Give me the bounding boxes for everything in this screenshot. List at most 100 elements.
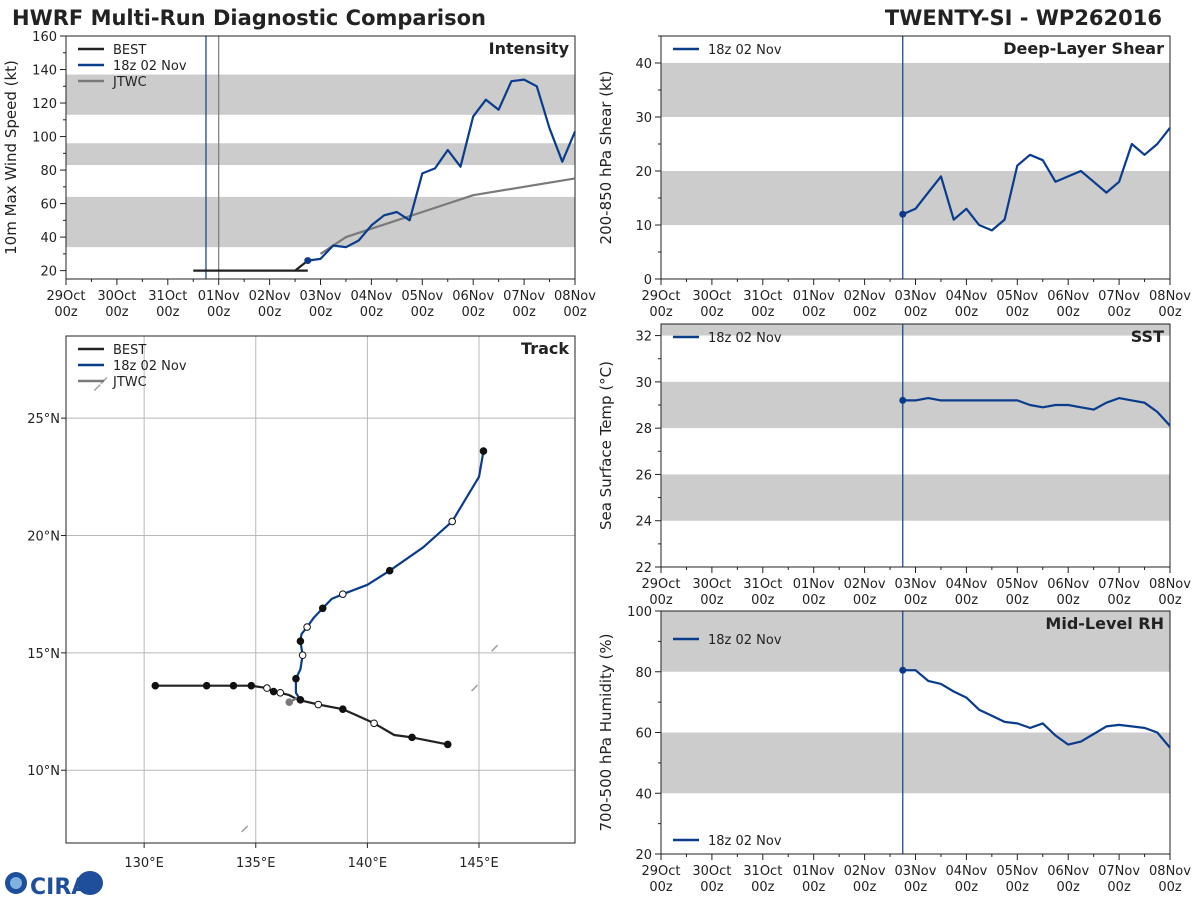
x-tick-label-hour: 00z [1107,305,1131,320]
x-tick-label: 04Nov [945,577,987,592]
island-outline [491,644,499,652]
y-tick-label: 40 [40,231,57,246]
track-point-18z-02-nov [296,637,305,645]
panel-title: SST [1131,327,1164,346]
legend-label: BEST [113,343,146,358]
y-tick-label: 100 [32,131,57,146]
x-tick-label-hour: 00z [802,880,826,895]
x-tick-label: 31Oct [148,289,187,304]
y-tick-label: 20 [635,165,652,180]
plot-frame [65,335,576,844]
x-tick-label: 04Nov [945,864,987,879]
y-tick-label: 10 [635,219,652,234]
x-tick-label: 04Nov [945,289,987,304]
legend-label: JTWC [112,375,147,390]
x-tick-label-hour: 00z [751,880,775,895]
storm-id-title: TWENTY-SI - WP262016 [885,6,1162,30]
plot-frame [660,323,1171,568]
sst-panel: 22242628303229Oct00z30Oct00z31Oct00z01No… [597,323,1191,608]
threshold-band [661,381,1170,429]
x-tick-label: 31Oct [743,864,782,879]
x-tick-label: 31Oct [743,289,782,304]
x-tick-label: 03Nov [895,289,937,304]
track-point-18z-02-nov [296,696,305,704]
x-tick-label-hour: 00z [258,305,282,320]
x-tick-label: 29Oct [641,864,680,879]
x-tick-label-hour: 00z [751,305,775,320]
figure-title: HWRF Multi-Run Diagnostic Comparison [12,6,486,30]
track-point-best [247,681,256,690]
x-tick-label-hour: 00z [1006,880,1030,895]
track-point-18z-02-nov [318,604,327,613]
x-tick-label-hour: 00z [1107,880,1131,895]
longitude-label: 135°E [236,856,276,871]
x-tick-label: 02Nov [844,577,886,592]
x-tick-label-hour: 00z [54,305,78,320]
track-point-best [269,687,278,696]
legend-label: 18z 02 Nov [708,43,782,58]
y-tick-label: 28 [635,422,652,437]
series-line-18z-02-nov [902,397,1171,427]
x-tick-label: 29Oct [46,289,85,304]
y-tick-label: 32 [635,330,652,345]
y-axis-label: 200-850 hPa Shear (kt) [597,71,615,245]
x-tick-label: 06Nov [1047,577,1089,592]
threshold-band [661,171,1170,225]
threshold-band [661,611,1170,672]
x-tick-label-hour: 00z [1158,305,1182,320]
latitude-label: 25°N [27,412,60,427]
emblem-icon [77,871,103,895]
x-tick-label: 02Nov [844,289,886,304]
track-point-best [263,684,271,692]
globe-highlight [10,877,22,889]
x-tick-label: 06Nov [452,289,494,304]
track-point-best [408,733,416,742]
x-tick-label-hour: 00z [563,305,587,320]
x-tick-label-hour: 00z [955,880,979,895]
x-tick-label: 05Nov [996,289,1038,304]
x-tick-label: 01Nov [793,577,835,592]
x-tick-label: 31Oct [743,577,782,592]
shear-panel: 01020304029Oct00z30Oct00z31Oct00z01Nov00… [597,35,1191,320]
x-tick-label-hour: 00z [156,305,180,320]
y-tick-label: 100 [627,605,652,620]
y-tick-label: 24 [635,515,652,530]
y-tick-label: 40 [635,787,652,802]
x-tick-label: 30Oct [692,864,731,879]
threshold-band [66,196,575,248]
series-line-18z-02-nov [307,78,577,262]
x-tick-label-hour: 00z [955,593,979,608]
x-tick-label-hour: 00z [207,305,231,320]
x-tick-label-hour: 00z [955,305,979,320]
x-tick-label-hour: 00z [649,880,673,895]
y-tick-label: 26 [635,468,652,483]
x-tick-label-hour: 00z [649,305,673,320]
threshold-band [661,474,1170,521]
x-tick-label-hour: 00z [1057,880,1081,895]
track-line-best [155,684,448,746]
series-line-18z-02-nov [902,127,1171,232]
legend-label: 18z 02 Nov [708,331,782,346]
x-tick-label-hour: 00z [853,593,877,608]
cira-logo: CIRA [5,871,103,900]
x-tick-label: 08Nov [1149,577,1191,592]
latitude-label: 20°N [27,530,60,545]
track-point-18z-02-nov [292,674,300,683]
track-panel: 130°E 135°E 140°E 145°E 10°N 15°N 20°N 25°N Trac… [27,335,576,871]
y-tick-label: 30 [635,376,652,391]
x-tick-label-hour: 00z [512,305,536,320]
y-tick-label: 160 [32,30,57,45]
y-axis-label: 700-500 hPa Humidity (%) [597,633,615,831]
y-tick-label: 140 [32,64,57,79]
track-point-18z-02-nov [298,651,307,660]
track-point-best [314,700,323,709]
x-tick-label: 01Nov [198,289,240,304]
track-point-best [443,740,452,749]
x-tick-label-hour: 00z [700,593,724,608]
x-tick-label: 08Nov [554,289,596,304]
x-tick-label-hour: 00z [904,305,928,320]
legend-label: 18z 02 Nov [708,834,782,849]
x-tick-label-hour: 00z [802,305,826,320]
x-tick-label: 29Oct [641,577,680,592]
track-point-18z-02-nov [339,590,347,598]
